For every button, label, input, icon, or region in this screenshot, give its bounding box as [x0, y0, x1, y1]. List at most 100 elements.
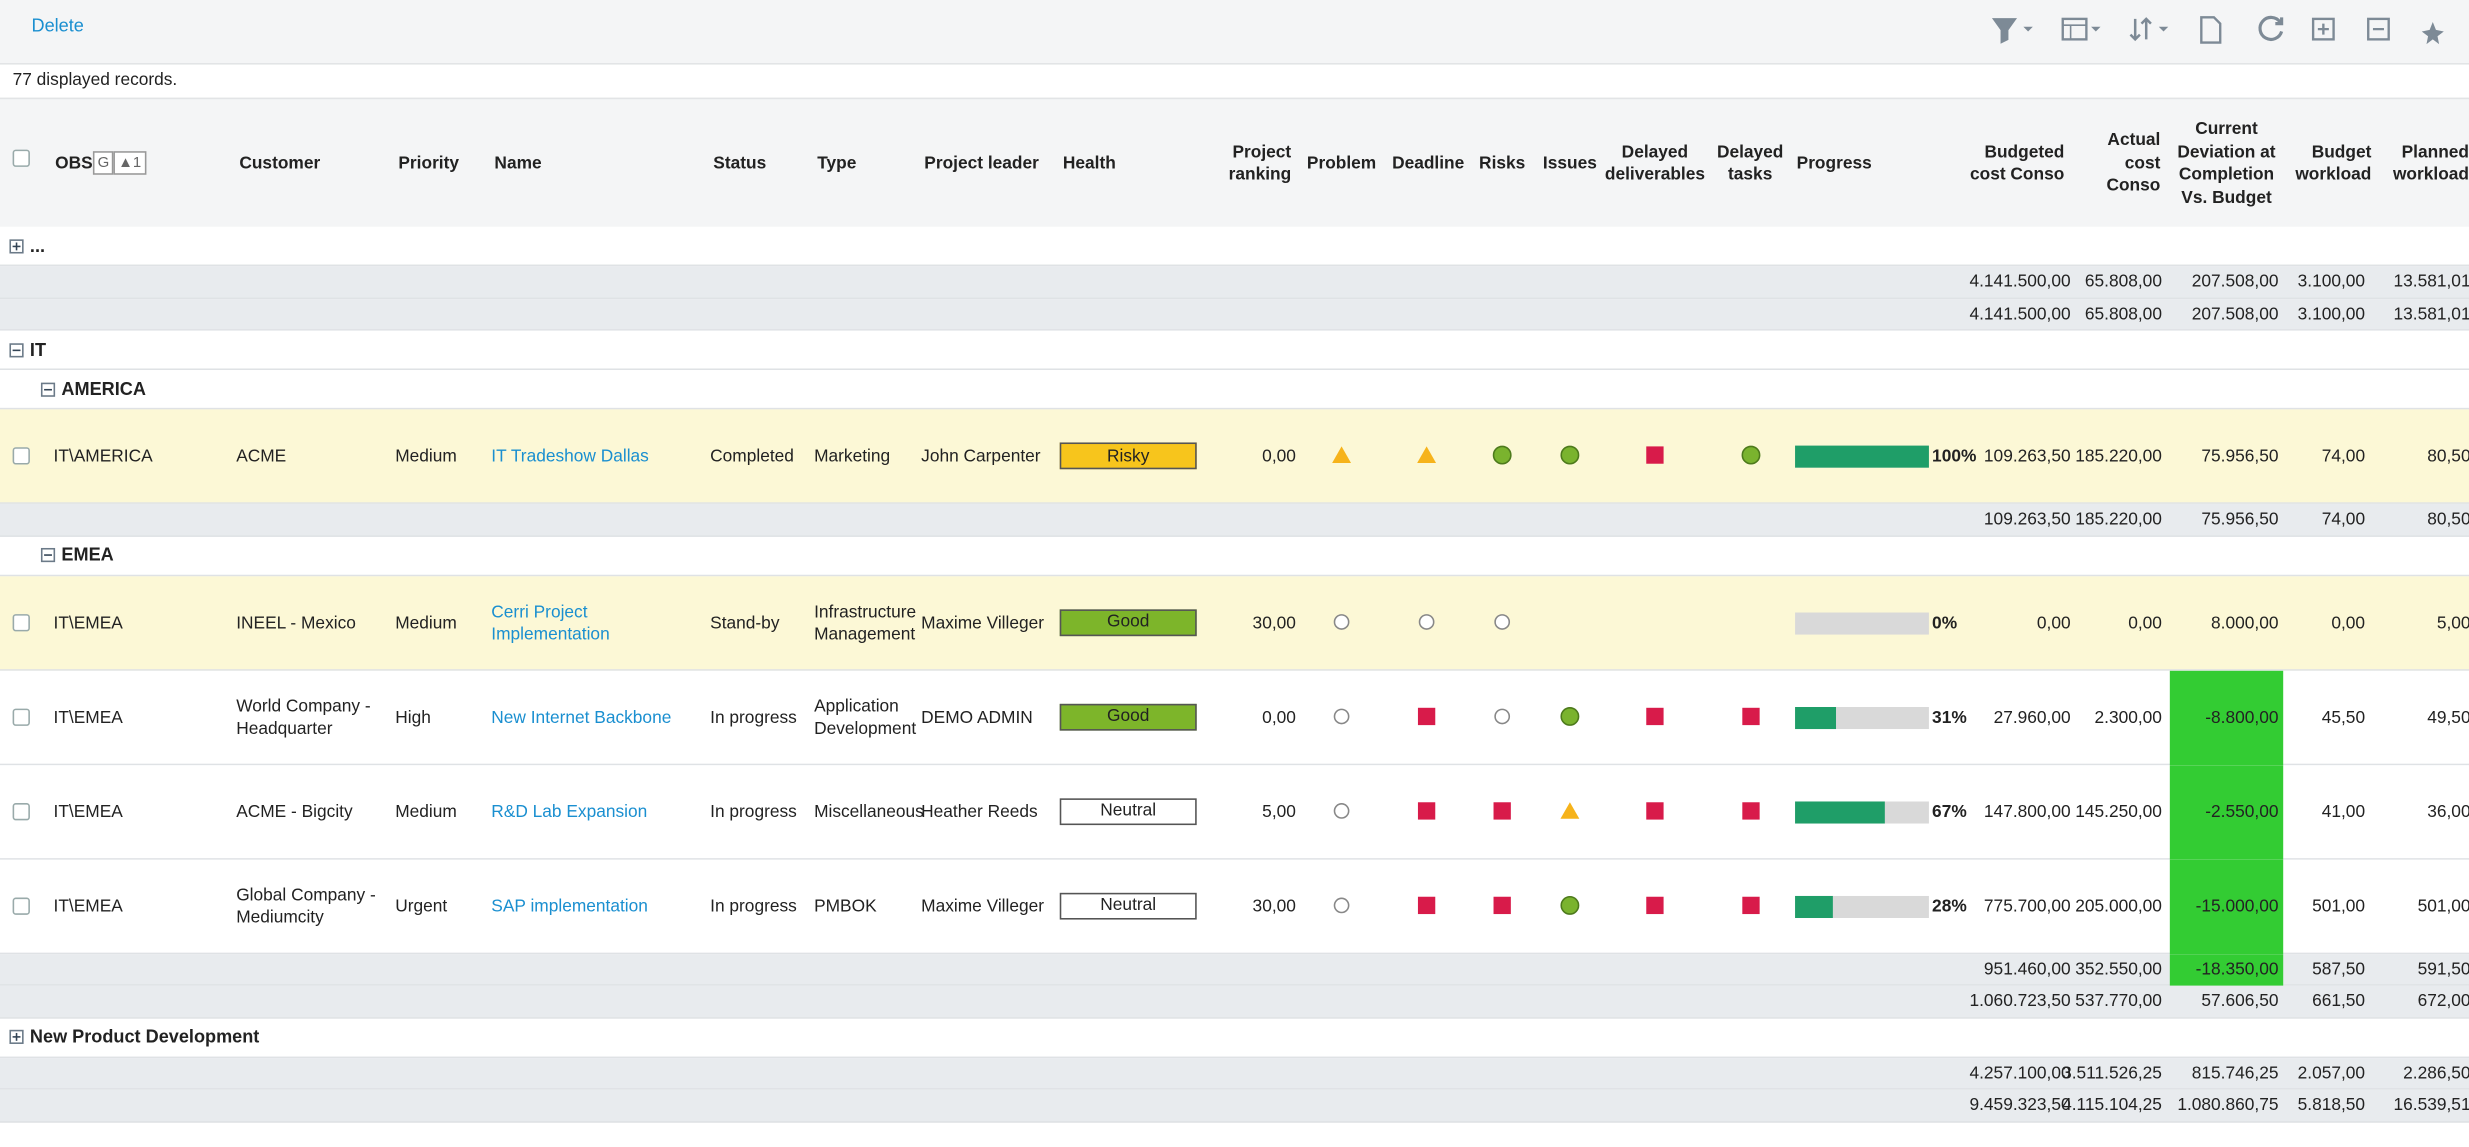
total-row: 951.460,00352.550,00-18.350,00587,50591,…: [0, 953, 2469, 985]
column-header[interactable]: Risks: [1471, 99, 1534, 228]
toolbar-icons: [1984, 13, 2456, 48]
group-row: AMERICA: [0, 370, 2469, 409]
total-value: 2.286,50: [2375, 1057, 2469, 1089]
total-row: 4.141.500,0065.808,00207.508,003.100,001…: [0, 266, 2469, 298]
cell-budgeted: 147.800,00: [1953, 764, 2076, 858]
row-checkbox[interactable]: [13, 802, 30, 819]
select-all-checkbox[interactable]: [13, 150, 30, 167]
status-indicator-empty: [1491, 610, 1513, 632]
column-header[interactable]: Deadline: [1389, 99, 1468, 228]
collapse-group-button[interactable]: [41, 548, 55, 562]
total-value: 207.508,00: [2170, 298, 2283, 330]
indicator-shape: [1742, 896, 1759, 913]
column-header[interactable]: Actual cost Conso: [2088, 99, 2160, 228]
indicator-shape: [1418, 896, 1435, 913]
obs-badge[interactable]: G: [93, 151, 114, 175]
column-header[interactable]: Delayed tasks: [1715, 99, 1786, 228]
column-header[interactable]: Planned workload: [2378, 99, 2469, 228]
cell-type: Miscellaneous: [814, 764, 921, 858]
cell-status: In progress: [710, 859, 811, 953]
column-header[interactable]: Priority: [398, 99, 485, 228]
favorite-icon[interactable]: [2422, 22, 2444, 44]
total-value: 4.141.500,00: [1953, 266, 2076, 298]
total-value: 352.550,00: [2078, 953, 2166, 985]
column-header[interactable]: Project ranking: [1212, 99, 1291, 228]
total-value: 591,50: [2375, 953, 2469, 985]
column-header[interactable]: Customer: [239, 99, 381, 228]
cell-budgeted: 775.700,00: [1953, 859, 2076, 953]
collapse-group-button[interactable]: [9, 342, 23, 356]
indicator-shape: [1561, 896, 1578, 913]
column-header[interactable]: Current Deviation at Completion Vs. Budg…: [2165, 99, 2288, 228]
cell-status: Completed: [710, 409, 811, 503]
status-indicator-empty: [1416, 610, 1438, 632]
export-icon[interactable]: [2201, 17, 2220, 42]
columns-icon[interactable]: [2063, 19, 2087, 39]
status-indicator-empty: [1331, 799, 1353, 821]
column-header[interactable]: Delayed deliverables: [1600, 99, 1710, 228]
expand-group-button[interactable]: [9, 1030, 23, 1044]
data-row: IT\EMEAACME - BigcityMediumR&D Lab Expan…: [0, 764, 2469, 858]
indicator-shape: [1646, 707, 1663, 724]
cell-planned_workload: 80,50: [2375, 409, 2469, 503]
refresh-icon[interactable]: [2260, 17, 2282, 39]
status-indicator-empty: [1331, 705, 1353, 727]
column-header[interactable]: Progress: [1797, 99, 1923, 228]
column-header[interactable]: Name: [494, 99, 699, 228]
cell-name[interactable]: R&D Lab Expansion: [491, 764, 705, 858]
indicator-shape: [1646, 446, 1663, 463]
data-row: IT\EMEAGlobal Company - MediumcityUrgent…: [0, 859, 2469, 953]
indicator-shape: [1560, 801, 1579, 818]
cell-name[interactable]: Cerri Project Implementation: [491, 576, 705, 670]
column-header[interactable]: Status: [713, 99, 807, 228]
cell-planned_workload: 36,00: [2375, 764, 2469, 858]
cell-actual: 185.220,00: [2078, 409, 2166, 503]
progress-track: [1795, 801, 1929, 823]
filter-icon[interactable]: [1993, 19, 2015, 43]
cell-budgeted: 109.263,50: [1953, 409, 2076, 503]
health-badge: Neutral: [1060, 798, 1197, 825]
total-value: 4.257.100,00: [1953, 1057, 2076, 1089]
data-row: IT\EMEAINEEL - MexicoMediumCerri Project…: [0, 576, 2469, 670]
total-value: 207.508,00: [2170, 266, 2283, 298]
cell-name[interactable]: New Internet Backbone: [491, 670, 705, 764]
table-body: ...4.141.500,0065.808,00207.508,003.100,…: [0, 227, 2469, 1147]
cell-obs: IT\EMEA: [54, 764, 230, 858]
column-header[interactable]: Budgeted cost Conso: [1970, 99, 2064, 228]
cell-deviation: -2.550,00: [2170, 764, 2283, 858]
cell-status: Stand-by: [710, 576, 811, 670]
status-indicator-late: [1644, 444, 1666, 466]
group-label: EMEA: [61, 536, 113, 575]
progress-bar: [1795, 706, 1836, 728]
cell-priority: Medium: [395, 576, 486, 670]
total-value: 537.770,00: [2078, 986, 2166, 1018]
sort-icon[interactable]: [2130, 19, 2150, 39]
total-value: 13.581,01: [2375, 266, 2469, 298]
row-checkbox[interactable]: [13, 708, 30, 725]
cell-name[interactable]: IT Tradeshow Dallas: [491, 409, 705, 503]
expand-icon[interactable]: [2313, 19, 2333, 39]
table-header: OBS G▲1CustomerPriorityNameStatusTypePro…: [0, 98, 2469, 230]
column-header[interactable]: Problem: [1302, 99, 1381, 228]
column-header[interactable]: Health: [1063, 99, 1189, 228]
obs-badge[interactable]: ▲1: [113, 151, 146, 175]
delete-button[interactable]: Delete: [31, 17, 83, 36]
row-checkbox[interactable]: [13, 613, 30, 630]
cell-type: Application Development: [814, 670, 921, 764]
cell-actual: 145.250,00: [2078, 764, 2166, 858]
column-header[interactable]: Issues: [1538, 99, 1601, 228]
cell-name[interactable]: SAP implementation: [491, 859, 705, 953]
group-label: AMERICA: [61, 370, 146, 409]
row-checkbox[interactable]: [13, 447, 30, 464]
column-header[interactable]: Project leader: [924, 99, 1058, 228]
total-value: 815.746,25: [2170, 1057, 2283, 1089]
collapse-icon[interactable]: [2368, 19, 2388, 39]
expand-group-button[interactable]: [9, 239, 23, 253]
column-header[interactable]: Budget workload: [2286, 99, 2371, 228]
row-checkbox[interactable]: [13, 897, 30, 914]
total-value: 74,00: [2286, 504, 2369, 536]
collapse-group-button[interactable]: [41, 382, 55, 396]
total-value: 3.100,00: [2286, 298, 2369, 330]
column-header[interactable]: Type: [817, 99, 911, 228]
group-label: New Product Development: [30, 1018, 259, 1057]
